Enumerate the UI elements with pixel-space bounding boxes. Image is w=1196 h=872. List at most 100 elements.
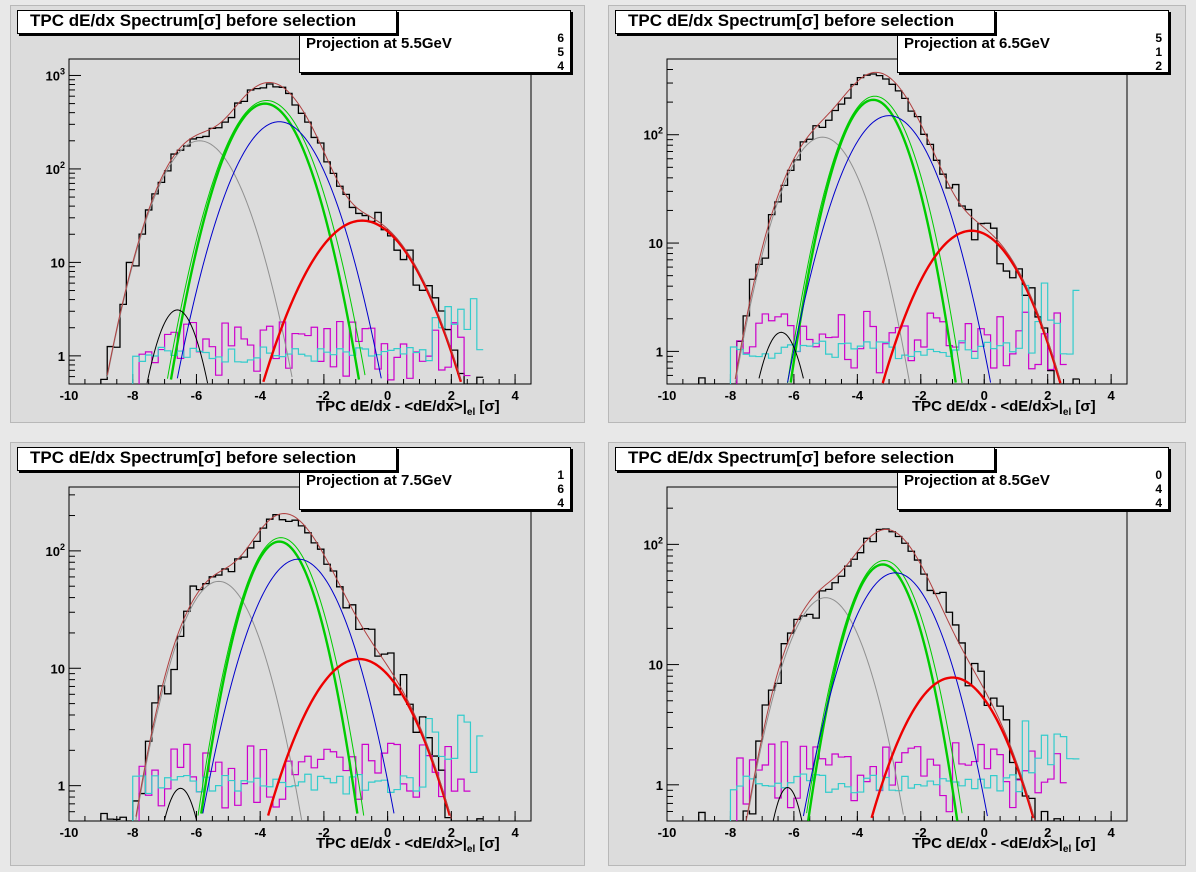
y-tick-label: 102 [644, 126, 663, 143]
x-tick-label: -6 [788, 388, 800, 403]
x-tick-label: 4 [1108, 825, 1116, 840]
stats-value: 4 [1155, 496, 1162, 510]
fit-curve-green [789, 98, 957, 383]
fit-curve-black_small [772, 786, 803, 821]
chart-title: TPC dE/dx Spectrum[σ] before selection [615, 447, 995, 471]
projection-label: Projection at 6.5GeV [904, 35, 1050, 52]
fit-curve-gray [106, 140, 293, 378]
y-tick-label: 10 [649, 658, 663, 673]
plot-svg: -10 -8 -6 -4 -2 0 2 4 102 10 1 [644, 486, 1128, 840]
projection-label: Projection at 8.5GeV [904, 472, 1050, 489]
x-tick-label: -8 [725, 388, 737, 403]
x-tick-label: -4 [254, 825, 266, 840]
magenta-histogram [138, 742, 471, 821]
magenta-histogram [138, 320, 471, 384]
x-tick-label: 4 [511, 825, 519, 840]
x-tick-label: 2 [448, 388, 455, 403]
stats-value: 2 [1155, 59, 1162, 73]
fit-curve-black_small [164, 787, 197, 820]
stats-value: 4 [557, 59, 564, 73]
x-tick-label: -4 [852, 825, 864, 840]
x-tick-label: 0 [981, 825, 988, 840]
y-tick-label: 10 [51, 661, 65, 676]
cyan-histogram [132, 714, 484, 821]
fit-curve-red [881, 229, 1062, 384]
fit-curve-green-alt [787, 95, 963, 384]
projection-label: Projection at 5.5GeV [306, 35, 452, 52]
data-histogram [100, 83, 484, 384]
x-axis-label: TPC dE/dx - <dE/dx>|el [σ] [912, 398, 1096, 418]
fit-total [135, 513, 452, 819]
x-tick-label: -2 [915, 825, 927, 840]
fit-curve-black_small [146, 309, 209, 384]
magenta-histogram [736, 741, 1067, 821]
x-tick-label: 0 [384, 825, 391, 840]
fit-total [106, 81, 462, 380]
chart-pad-2: -10 -8 -6 -4 -2 0 2 4 102 10 1 Projection at 6.5GeV… [608, 5, 1186, 423]
x-tick-label: -6 [788, 825, 800, 840]
fit-curve-green-alt [806, 559, 963, 814]
fit-total [745, 528, 1036, 821]
cyan-histogram [729, 720, 1080, 821]
x-tick-label: -8 [127, 388, 139, 403]
cyan-histogram [132, 298, 484, 384]
y-tick-label: 10 [51, 255, 65, 270]
chart-pad-4: -10 -8 -6 -4 -2 0 2 4 102 10 1 Projection at 8.5GeV… [608, 442, 1186, 866]
y-tick-label: 102 [46, 542, 65, 559]
stats-value: 1 [1155, 45, 1162, 59]
stats-value: 4 [1155, 482, 1162, 496]
chart-title: TPC dE/dx Spectrum[σ] before selection [615, 10, 995, 34]
fit-curve-blue [176, 121, 382, 379]
x-axis-label: TPC dE/dx - <dE/dx>|el [σ] [316, 398, 500, 418]
y-tick-label: 102 [46, 160, 65, 177]
x-tick-label: -10 [60, 388, 79, 403]
y-tick-label: 1 [656, 778, 663, 793]
fit-curve-green [169, 102, 361, 380]
fit-curve-red [266, 657, 451, 816]
x-tick-label: 2 [1044, 825, 1051, 840]
y-tick-label: 1 [58, 779, 65, 794]
data-histogram [698, 528, 1080, 821]
x-tick-label: -4 [852, 388, 864, 403]
plot-area [100, 81, 484, 384]
x-tick-label: -6 [191, 388, 203, 403]
x-tick-label: 2 [448, 825, 455, 840]
fit-curve-gray [135, 580, 303, 820]
data-histogram [698, 73, 1080, 384]
fit-curve-green [200, 540, 359, 814]
plot-frame [68, 58, 532, 385]
y-tick-label: 10 [649, 236, 663, 251]
x-tick-label: -8 [127, 825, 139, 840]
stats-value: 0 [1155, 468, 1162, 482]
y-tick-label: 102 [644, 535, 663, 552]
stats-value: 4 [557, 496, 564, 510]
fit-curve-green [806, 563, 959, 821]
cyan-histogram [729, 282, 1080, 384]
x-axis-label: TPC dE/dx - <dE/dx>|el [σ] [912, 835, 1096, 855]
x-tick-label: -4 [254, 388, 266, 403]
x-tick-label: 0 [981, 388, 988, 403]
plot-svg: -10 -8 -6 -4 -2 0 2 4 102 10 1 [644, 58, 1128, 403]
y-tick-label: 1 [58, 349, 65, 364]
x-tick-label: 4 [511, 388, 519, 403]
plot-area [698, 71, 1080, 384]
fit-curve-green-alt [166, 99, 366, 379]
plot-area [100, 513, 484, 821]
fit-curve-blue [202, 558, 395, 814]
x-axis-label: TPC dE/dx - <dE/dx>|el [σ] [316, 835, 500, 855]
x-tick-label: 2 [1044, 388, 1051, 403]
stats-value: 6 [557, 482, 564, 496]
x-tick-label: -10 [658, 388, 677, 403]
plot-svg: -10 -8 -6 -4 -2 0 2 4 102 10 1 [46, 486, 532, 840]
x-tick-label: -2 [915, 388, 927, 403]
x-tick-label: -10 [658, 825, 677, 840]
y-tick-label: 103 [46, 66, 65, 83]
x-tick-label: -2 [318, 825, 330, 840]
plot-area [698, 528, 1080, 821]
x-tick-label: -8 [725, 825, 737, 840]
chart-pad-1: -10 -8 -6 -4 -2 0 2 4 103 102 10 1 Projection at 5.5… [10, 5, 585, 423]
x-tick-label: -2 [318, 388, 330, 403]
